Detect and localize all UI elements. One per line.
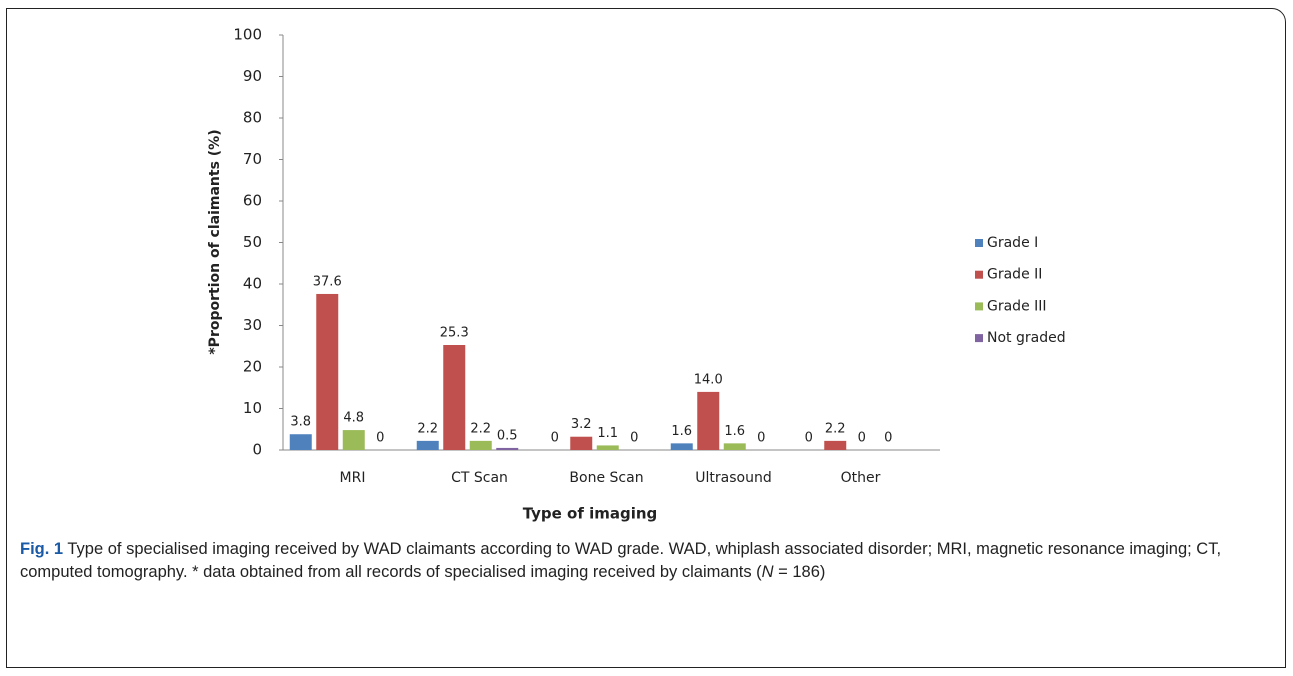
- caption-text: Type of specialised imaging received by …: [20, 540, 1222, 581]
- data-label: 0: [757, 431, 765, 446]
- legend-label: Grade III: [987, 298, 1047, 314]
- y-tick-label: 70: [243, 150, 262, 168]
- caption-label: Fig. 1: [20, 540, 64, 558]
- data-label: 1.6: [724, 424, 745, 439]
- bar: [342, 430, 365, 450]
- y-tick-label: 60: [243, 192, 262, 210]
- caption-text: N: [761, 563, 774, 581]
- legend-swatch: [975, 239, 983, 247]
- data-label: 0: [884, 431, 892, 446]
- bar: [596, 445, 619, 450]
- bar: [570, 436, 593, 450]
- data-label: 1.1: [597, 426, 618, 441]
- data-label: 0: [858, 431, 866, 446]
- bar: [289, 434, 312, 450]
- data-label: 0: [805, 431, 813, 446]
- y-tick-label: 30: [243, 316, 262, 334]
- x-tick-label: Ultrasound: [695, 470, 771, 486]
- legend-swatch: [975, 302, 983, 311]
- y-tick-label: 100: [233, 26, 262, 44]
- y-axis-title: *Proportion of claimants (%): [207, 129, 223, 354]
- y-tick-label: 40: [243, 275, 262, 293]
- y-tick-label: 10: [243, 399, 262, 417]
- data-label: 3.2: [571, 417, 592, 432]
- data-label: 2.2: [417, 421, 438, 436]
- data-label: 14.0: [694, 372, 723, 387]
- y-tick-label: 80: [243, 109, 262, 127]
- legend-label: Grade II: [987, 267, 1042, 283]
- bar: [443, 345, 466, 450]
- y-tick-label: 90: [243, 67, 262, 85]
- legend-label: Not graded: [987, 330, 1066, 346]
- bar: [316, 293, 339, 450]
- data-label: 25.3: [440, 326, 469, 341]
- bar: [496, 447, 519, 450]
- bar: [697, 391, 720, 450]
- data-label: 0: [551, 431, 559, 446]
- x-axis-title: Type of imaging: [523, 505, 658, 523]
- x-tick-label: MRI: [340, 470, 366, 486]
- data-label: 0: [376, 431, 384, 446]
- x-tick-label: CT Scan: [451, 470, 508, 486]
- caption-text: = 186): [773, 563, 826, 581]
- data-label: 0.5: [497, 428, 518, 443]
- x-tick-label: Bone Scan: [569, 470, 643, 486]
- bar: [824, 440, 847, 450]
- legend-label: Grade I: [987, 235, 1038, 251]
- y-tick-label: 0: [252, 441, 262, 459]
- data-label: 2.2: [825, 421, 846, 436]
- data-label: 3.8: [290, 415, 311, 430]
- bar: [416, 440, 439, 450]
- y-tick-label: 20: [243, 358, 262, 376]
- bar: [723, 443, 746, 450]
- x-tick-label: Other: [841, 470, 881, 486]
- bar: [670, 443, 693, 450]
- legend-swatch: [975, 270, 983, 279]
- data-label: 0: [630, 431, 638, 446]
- data-label: 4.8: [343, 411, 364, 426]
- y-tick-label: 50: [243, 233, 262, 251]
- figure-frame: [6, 8, 1286, 668]
- data-label: 2.2: [470, 421, 491, 436]
- caption: Fig. 1 Type of specialised imaging recei…: [20, 538, 1260, 584]
- bar: [469, 440, 492, 450]
- data-label: 37.6: [313, 274, 342, 289]
- data-label: 1.6: [671, 424, 692, 439]
- legend-swatch: [975, 334, 983, 343]
